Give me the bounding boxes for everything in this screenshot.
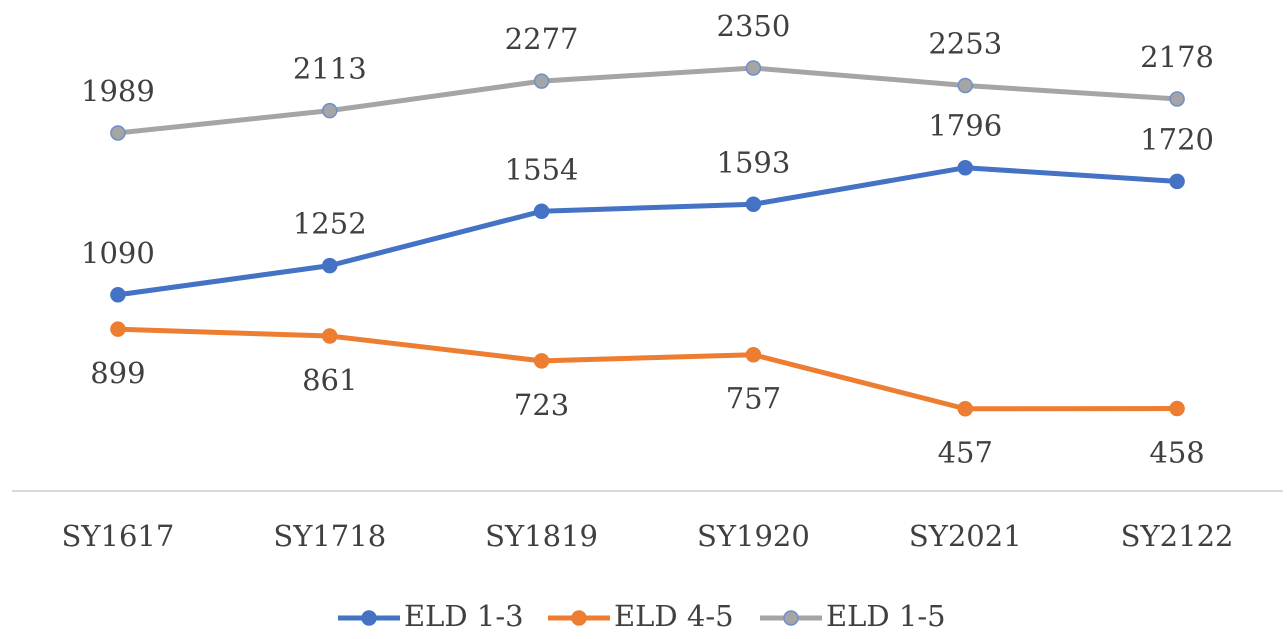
data-label: 757 (726, 382, 781, 416)
data-label: 2178 (1140, 40, 1214, 74)
data-label: 1090 (81, 236, 155, 270)
data-label: 2277 (505, 22, 579, 56)
point (110, 125, 126, 141)
point (110, 287, 126, 303)
x-tick-label: SY2122 (1121, 519, 1234, 553)
data-label: 2253 (928, 26, 1002, 60)
data-label: 1252 (293, 207, 367, 241)
point (957, 400, 973, 417)
x-tick-label: SY2021 (909, 519, 1022, 553)
point (745, 346, 762, 363)
x-tick-label: SY1920 (697, 519, 810, 553)
point (322, 102, 338, 119)
point (322, 328, 338, 344)
data-label: 1720 (1140, 122, 1214, 156)
point (1169, 400, 1185, 417)
data-label: 1796 (928, 109, 1002, 143)
point (957, 159, 973, 176)
legend-label: ELD 1-5 (826, 599, 946, 633)
point (957, 77, 973, 94)
data-label: 1989 (81, 74, 155, 108)
point (745, 196, 762, 213)
legend-label: ELD 4-5 (614, 599, 734, 633)
point (533, 203, 550, 220)
point (533, 353, 550, 369)
x-tick-label: SY1718 (273, 519, 386, 553)
series-line (117, 65, 1178, 136)
legend-marker (571, 610, 587, 626)
point (1169, 173, 1185, 190)
series-line (117, 326, 1178, 412)
data-label: 861 (302, 363, 357, 397)
legend-marker (783, 610, 799, 626)
data-label: 457 (938, 436, 993, 470)
point (533, 73, 550, 89)
data-label: 1554 (505, 152, 579, 186)
point (1169, 91, 1185, 107)
data-label: 2113 (293, 52, 367, 86)
data-label: 899 (90, 356, 145, 390)
data-label: 458 (1149, 436, 1204, 470)
point (322, 257, 338, 274)
legend-marker (361, 610, 377, 626)
data-label: 1593 (717, 145, 791, 179)
x-tick-label: SY1819 (485, 519, 598, 553)
data-label: 2350 (717, 9, 791, 43)
series-line (117, 165, 1178, 298)
point (110, 321, 126, 337)
data-label: 723 (514, 388, 569, 422)
legend-label: ELD 1-3 (404, 599, 524, 633)
x-tick-label: SY1617 (62, 519, 175, 553)
point (745, 60, 762, 76)
